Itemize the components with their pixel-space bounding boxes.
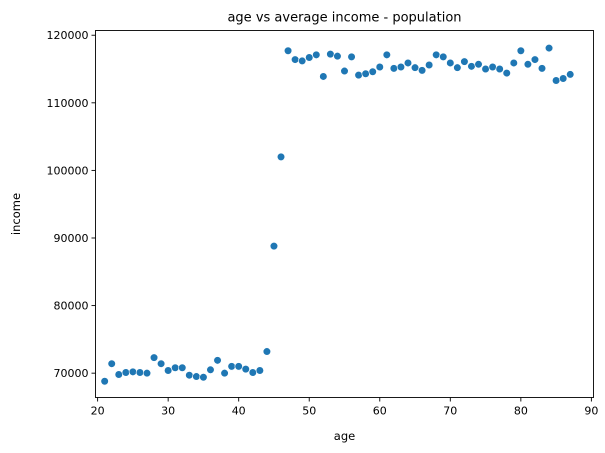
data-point bbox=[192, 372, 201, 381]
x-tick-label: 20 bbox=[91, 405, 105, 418]
data-point bbox=[495, 64, 504, 74]
x-tick-label: 80 bbox=[514, 405, 528, 418]
data-point bbox=[516, 46, 525, 55]
data-point bbox=[389, 64, 398, 73]
data-point bbox=[474, 60, 483, 69]
data-point bbox=[559, 74, 568, 83]
x-axis-ticks: 20 30 40 50 60 70 80 90 bbox=[91, 397, 598, 418]
data-point bbox=[283, 46, 293, 55]
data-point bbox=[544, 43, 554, 53]
data-point bbox=[509, 58, 518, 68]
x-tick-label: 70 bbox=[443, 405, 457, 418]
data-point bbox=[135, 368, 145, 377]
data-point bbox=[206, 365, 215, 374]
data-point bbox=[276, 152, 286, 161]
data-point bbox=[410, 63, 420, 72]
x-tick-label: 30 bbox=[161, 405, 175, 418]
data-point bbox=[291, 55, 300, 64]
y-tick-label: 120000 bbox=[47, 29, 89, 42]
data-point bbox=[100, 377, 109, 386]
data-point bbox=[453, 63, 462, 72]
data-point bbox=[552, 76, 561, 85]
data-point bbox=[530, 55, 540, 64]
data-point bbox=[164, 366, 173, 375]
data-point bbox=[425, 60, 434, 70]
data-point bbox=[375, 62, 384, 72]
data-point bbox=[114, 370, 123, 379]
y-tick-label: 90000 bbox=[54, 232, 89, 245]
chart-title: age vs average income - population bbox=[227, 11, 461, 26]
data-point bbox=[403, 58, 413, 68]
plot-frame bbox=[95, 30, 594, 398]
data-point bbox=[199, 373, 208, 382]
y-tick-label: 80000 bbox=[54, 300, 89, 313]
x-axis-label: age bbox=[334, 429, 355, 443]
data-point bbox=[121, 368, 130, 377]
data-point bbox=[523, 60, 532, 69]
data-point bbox=[220, 369, 229, 378]
data-point bbox=[171, 363, 180, 372]
data-point bbox=[107, 359, 116, 368]
data-point bbox=[347, 52, 356, 61]
data-point bbox=[241, 365, 250, 374]
y-tick-label: 100000 bbox=[47, 164, 89, 177]
x-tick-label: 90 bbox=[584, 405, 598, 418]
x-tick-label: 60 bbox=[373, 405, 387, 418]
data-point bbox=[439, 52, 448, 61]
y-tick-label: 70000 bbox=[54, 367, 89, 380]
data-point bbox=[537, 64, 547, 73]
x-tick-label: 40 bbox=[232, 405, 246, 418]
data-point bbox=[128, 367, 137, 376]
data-point bbox=[368, 67, 377, 76]
data-point bbox=[396, 62, 406, 72]
data-point bbox=[361, 69, 370, 78]
data-point bbox=[333, 52, 342, 61]
y-axis-label: income bbox=[9, 193, 23, 235]
data-point bbox=[298, 56, 307, 66]
data-point bbox=[460, 57, 469, 66]
data-point bbox=[213, 356, 222, 365]
data-point bbox=[340, 66, 349, 76]
data-point bbox=[269, 242, 279, 251]
data-point bbox=[566, 70, 575, 79]
data-point bbox=[467, 62, 476, 71]
data-point bbox=[185, 371, 194, 380]
data-points bbox=[100, 43, 575, 386]
data-point bbox=[312, 50, 321, 59]
data-point bbox=[149, 353, 159, 362]
data-point bbox=[142, 369, 152, 378]
data-point bbox=[178, 363, 187, 372]
data-point bbox=[382, 50, 391, 59]
data-point bbox=[417, 66, 427, 75]
data-point bbox=[262, 347, 272, 356]
data-point bbox=[354, 71, 363, 80]
data-point bbox=[481, 64, 490, 74]
y-axis-ticks: 70000 80000 90000 100000 110000 120000 bbox=[47, 29, 96, 380]
data-point bbox=[432, 50, 441, 59]
data-point bbox=[502, 68, 511, 78]
data-point bbox=[248, 368, 257, 377]
data-point bbox=[305, 53, 314, 62]
data-point bbox=[326, 50, 335, 59]
data-point bbox=[234, 362, 243, 371]
data-point bbox=[227, 362, 236, 371]
data-point bbox=[255, 366, 264, 375]
data-point bbox=[157, 359, 166, 368]
data-point bbox=[319, 72, 328, 81]
y-tick-label: 110000 bbox=[47, 97, 89, 110]
data-point bbox=[488, 62, 497, 72]
x-tick-label: 50 bbox=[302, 405, 316, 418]
data-point bbox=[446, 58, 455, 68]
